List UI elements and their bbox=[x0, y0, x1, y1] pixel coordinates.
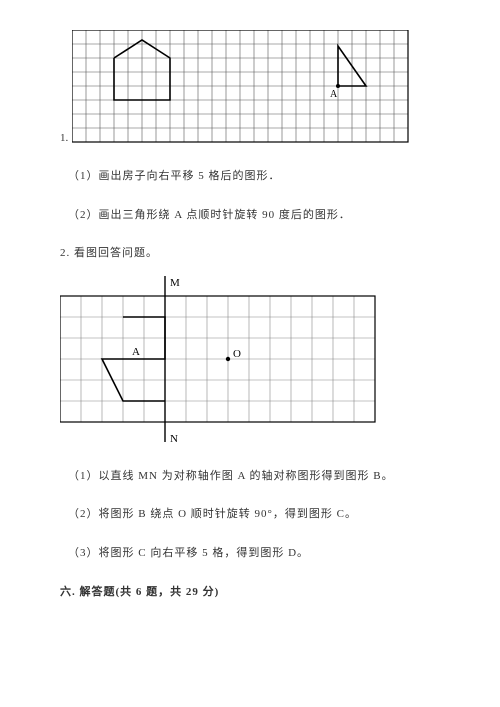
section-6-title: 六. 解答题(共 6 题，共 29 分) bbox=[60, 583, 440, 599]
figure-1-svg: A bbox=[72, 30, 412, 146]
q2-sub2: （2）将图形 B 绕点 O 顺时针旋转 90°，得到图形 C。 bbox=[68, 506, 440, 523]
figure-1-row: 1. A bbox=[60, 30, 440, 146]
figure-2-block: M N A O bbox=[60, 276, 440, 446]
svg-text:N: N bbox=[170, 433, 178, 445]
q1-sub1: （1）画出房子向右平移 5 格后的图形． bbox=[68, 168, 440, 185]
figure-1-block: 1. A bbox=[60, 30, 440, 146]
q2-intro: 2. 看图回答问题。 bbox=[60, 245, 440, 262]
q1-number: 1. bbox=[60, 132, 68, 144]
figure-2-svg: M N A O bbox=[60, 276, 380, 446]
svg-text:M: M bbox=[170, 277, 180, 289]
svg-text:A: A bbox=[330, 89, 338, 100]
q2-sub3: （3）将图形 C 向右平移 5 格，得到图形 D。 bbox=[68, 545, 440, 562]
svg-text:A: A bbox=[132, 346, 140, 358]
svg-text:O: O bbox=[233, 348, 241, 360]
q1-sub2: （2）画出三角形绕 A 点顺时针旋转 90 度后的图形． bbox=[68, 207, 440, 224]
q2-sub1: （1）以直线 MN 为对称轴作图 A 的轴对称图形得到图形 B。 bbox=[68, 468, 440, 485]
